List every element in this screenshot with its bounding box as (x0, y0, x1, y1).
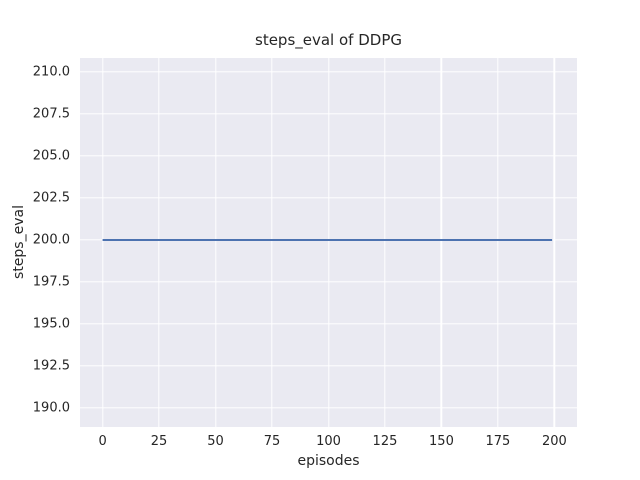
x-tick-label: 0 (98, 434, 107, 449)
x-tick-label: 125 (372, 434, 398, 449)
gridline-vertical (158, 58, 160, 427)
gridline-vertical (214, 58, 217, 427)
x-tick-label: 200 (541, 434, 567, 449)
y-tick-label: 200.0 (32, 232, 70, 248)
x-tick-label: 100 (316, 434, 341, 449)
x-axis-label: episodes (297, 453, 360, 469)
x-tick-label: 50 (207, 434, 224, 449)
y-tick-label: 207.5 (32, 106, 70, 122)
x-tick-label: 75 (263, 434, 281, 449)
gridline-vertical (327, 58, 330, 427)
gridline-vertical (101, 58, 104, 427)
gridline-vertical (271, 58, 273, 427)
y-tick-label: 202.5 (32, 190, 70, 206)
x-tick-label: 25 (150, 434, 168, 449)
chart-title: steps_eval of DDPG (255, 31, 402, 49)
gridline-vertical (497, 58, 499, 427)
y-tick-label: 210.0 (32, 64, 70, 80)
x-tick-label: 175 (485, 434, 511, 449)
y-tick-label: 197.5 (32, 274, 70, 290)
plot-area (80, 58, 577, 427)
y-tick-label: 190.0 (32, 400, 70, 416)
gridline-vertical (384, 58, 386, 427)
y-axis-label: steps_eval (11, 205, 27, 279)
line-series-canvas (102, 238, 553, 241)
gridline-vertical (440, 58, 443, 427)
gridline-vertical (553, 58, 556, 427)
x-tick-label: 150 (429, 434, 454, 449)
y-tick-label: 192.5 (32, 358, 70, 374)
y-tick-label: 205.0 (32, 148, 70, 164)
y-tick-label: 195.0 (32, 316, 70, 332)
